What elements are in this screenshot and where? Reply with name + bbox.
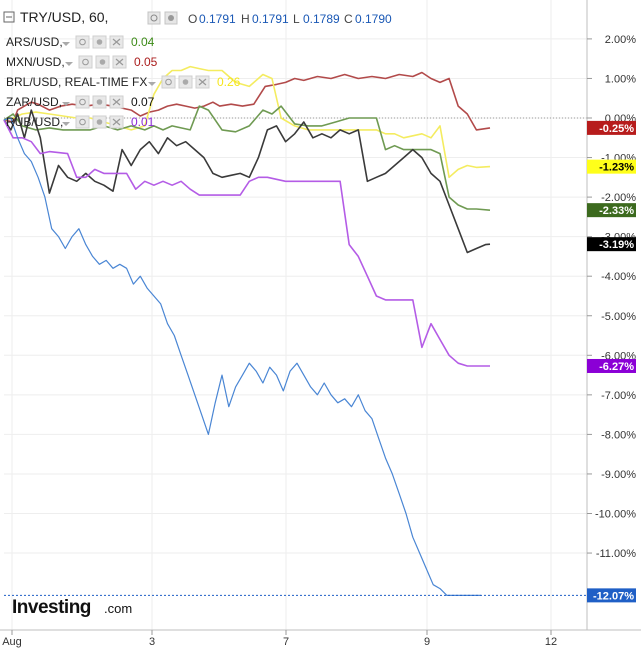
eye-icon[interactable]	[147, 11, 161, 25]
series-line-0	[3, 71, 491, 131]
gear-icon[interactable]	[92, 95, 107, 109]
last-value-text: -12.07%	[593, 590, 634, 602]
legend-name: ARS/USD,	[6, 35, 63, 49]
compare-legend: ARS/USD, 0.04 MXN/USD, 0.05 BRL/USD, REAL-TI…	[6, 35, 241, 129]
series-line-5	[3, 117, 481, 597]
legend-value: 0.26	[217, 75, 241, 89]
legend-value: 0.01	[131, 115, 155, 129]
legend-value: 0.05	[134, 55, 158, 69]
series-line-4	[3, 119, 490, 367]
x-tick-label: 12	[545, 636, 557, 648]
last-value-text: -1.23%	[599, 162, 634, 174]
ohlc-low-value: 0.1789	[303, 12, 340, 26]
series-lines	[3, 65, 491, 597]
y-tick-label: 2.00%	[605, 34, 636, 46]
y-tick-label: -7.00%	[601, 390, 636, 402]
y-tick-label: 1.00%	[605, 73, 636, 85]
y-tick-label: -8.00%	[601, 429, 636, 441]
x-tick-label: 9	[424, 636, 430, 648]
main-symbol-title: TRY/USD, 60,	[20, 9, 108, 25]
ohlc-open-value: 0.1791	[199, 12, 236, 26]
close-icon[interactable]	[112, 55, 127, 69]
last-value-badges: -0.25% -1.23% -2.33% -3.19% -6.27% -12.07%	[587, 120, 636, 603]
close-icon[interactable]	[109, 115, 124, 129]
y-tick-label: -10.00%	[595, 509, 636, 521]
close-icon[interactable]	[109, 35, 124, 49]
y-tick-label: -11.00%	[596, 548, 636, 560]
chevron-down-icon[interactable]	[62, 122, 70, 126]
last-value-badge-3: -3.19%	[587, 237, 636, 252]
legend-name: ZAR/USD,	[6, 95, 62, 109]
logo-brand: Investing	[12, 597, 91, 618]
eye-icon[interactable]	[75, 35, 90, 49]
gear-icon[interactable]	[92, 35, 107, 49]
gear-icon[interactable]	[92, 115, 107, 129]
x-tick-label: 7	[283, 636, 289, 648]
last-value-badge-4: -6.27%	[587, 358, 636, 373]
legend-value: 0.07	[131, 95, 155, 109]
collapse-icon[interactable]	[3, 11, 15, 23]
chevron-down-icon[interactable]	[62, 102, 70, 106]
legend-value: 0.04	[131, 35, 155, 49]
legend-row[interactable]: ZAR/USD, 0.07	[6, 95, 155, 109]
eye-icon[interactable]	[78, 55, 93, 69]
time-axis[interactable]: Aug 3 7 9 12	[2, 630, 557, 648]
last-value-badge-1: -1.23%	[587, 159, 636, 174]
last-value-text: -2.33%	[599, 205, 634, 217]
chevron-down-icon[interactable]	[65, 62, 73, 66]
legend-row[interactable]: RUB/USD, 0.01	[6, 115, 155, 129]
x-tick-label: 3	[149, 636, 155, 648]
close-icon[interactable]	[195, 75, 210, 89]
legend-row[interactable]: MXN/USD, 0.05	[6, 55, 158, 69]
series-line-2	[3, 105, 491, 211]
last-value-text: -0.25%	[599, 123, 634, 135]
last-value-badge-0: -0.25%	[587, 120, 636, 135]
ohlc-close-value: 0.1790	[355, 12, 392, 26]
eye-icon[interactable]	[161, 75, 176, 89]
ohlc-high-key: H	[241, 12, 250, 26]
chevron-down-icon[interactable]	[62, 42, 70, 46]
ohlc-close-key: C	[344, 12, 353, 26]
close-icon[interactable]	[109, 95, 124, 109]
series-line-3	[3, 109, 491, 254]
eye-icon[interactable]	[75, 95, 90, 109]
gear-icon[interactable]	[95, 55, 110, 69]
ohlc-low-key: L	[293, 12, 300, 26]
investing-logo: Investing .com	[12, 597, 132, 618]
y-tick-label: -5.00%	[601, 311, 636, 323]
y-tick-label: -9.00%	[601, 469, 636, 481]
chevron-down-icon[interactable]	[148, 82, 156, 86]
legend-row[interactable]: ARS/USD, 0.04	[6, 35, 155, 49]
legend-name: RUB/USD,	[6, 115, 63, 129]
y-tick-label: -4.00%	[601, 271, 636, 283]
legend-name: MXN/USD,	[6, 55, 65, 69]
eye-icon[interactable]	[75, 115, 90, 129]
legend-row[interactable]: BRL/USD, REAL-TIME FX 0.26	[6, 75, 241, 89]
last-value-text: -6.27%	[599, 361, 634, 373]
gear-icon[interactable]	[178, 75, 193, 89]
ohlc-open-key: O	[188, 12, 197, 26]
y-tick-label: -2.00%	[601, 192, 636, 204]
last-value-text: -3.19%	[599, 239, 634, 251]
ohlc-high-value: 0.1791	[252, 12, 289, 26]
logo-suffix: .com	[104, 601, 132, 616]
gear-icon[interactable]	[164, 11, 178, 25]
last-value-badge-2: -2.33%	[587, 203, 636, 218]
chart-header: TRY/USD, 60, O 0.1791 H 0.1791 L 0.1789 …	[3, 9, 392, 26]
last-value-badge-5: -12.07%	[587, 588, 636, 603]
legend-name: BRL/USD, REAL-TIME FX	[6, 75, 147, 89]
x-tick-label: Aug	[2, 636, 22, 648]
